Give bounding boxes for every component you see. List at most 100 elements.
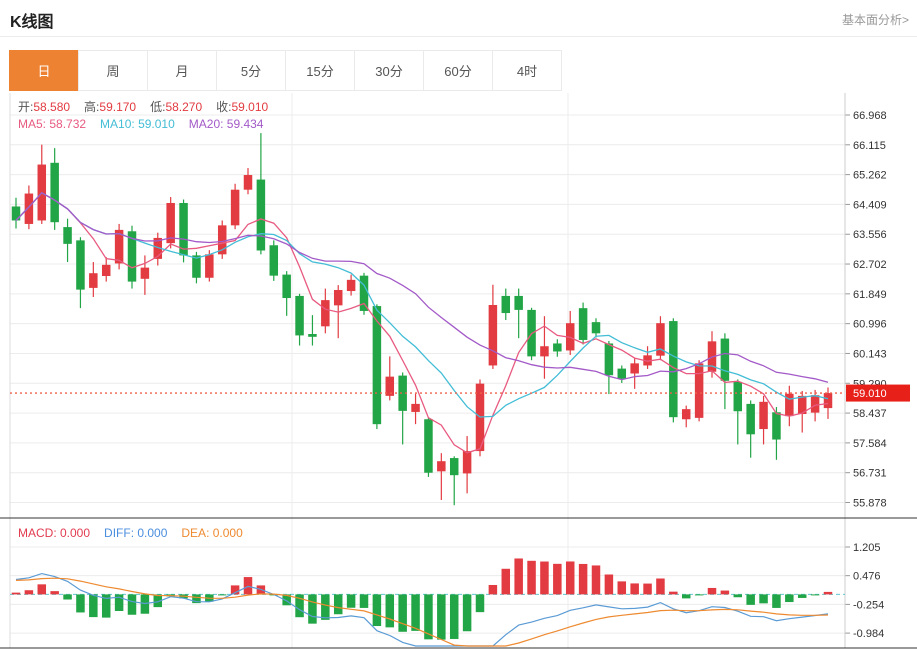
chart-area: 66.968 66.115 65.262 64.409 63.556 62.702 61.8… — [0, 93, 917, 649]
macd-bar — [746, 594, 755, 605]
candle-down — [733, 381, 743, 412]
page-title: K线图 — [10, 14, 54, 31]
ma20-line — [15, 191, 829, 383]
macd-bar — [501, 568, 511, 595]
macd-axis-label: 1.205 — [853, 542, 881, 554]
candle-down — [591, 322, 601, 334]
macd-bar — [127, 594, 137, 615]
candle-down — [256, 179, 266, 251]
macd-bar — [772, 594, 781, 608]
macd-bar — [424, 594, 433, 640]
macd-bar — [733, 594, 743, 598]
legend-item: DEA: 0.000 — [181, 526, 243, 540]
candle-up — [217, 225, 227, 255]
macd-bar — [553, 563, 562, 595]
candle-up — [810, 395, 820, 413]
candle-up — [630, 363, 639, 374]
candle-up — [488, 305, 498, 366]
candle-up — [321, 300, 330, 327]
macd-bar — [89, 594, 98, 618]
macd-bar — [217, 594, 227, 596]
macd-bar — [707, 587, 717, 595]
macd-bar — [540, 561, 549, 595]
candle-up — [230, 189, 240, 226]
tab-周[interactable]: 周 — [78, 50, 148, 91]
candle-up — [797, 395, 807, 415]
candle-up — [153, 237, 163, 259]
ma-legend: MA5: 58.732 MA10: 59.010 MA20: 59.434 — [18, 117, 277, 131]
macd-bar — [720, 590, 730, 595]
macd-bar — [282, 594, 291, 606]
macd-bar — [37, 584, 47, 595]
price-axis-label: 57.584 — [853, 438, 887, 450]
legend-item: 高:59.170 — [84, 100, 137, 114]
current-price-badge — [846, 384, 910, 402]
candle-up — [89, 273, 98, 288]
price-axis-label: 65.262 — [853, 170, 887, 182]
macd-bar — [810, 594, 820, 596]
macd-bar — [308, 594, 317, 624]
macd-bar — [359, 594, 369, 608]
tab-日[interactable]: 日 — [9, 50, 79, 91]
candle-up — [437, 461, 446, 472]
macd-bar — [565, 561, 575, 595]
macd-bar — [243, 577, 253, 595]
candle-down — [179, 202, 188, 256]
tab-4时[interactable]: 4时 — [492, 50, 562, 91]
candle-up — [540, 346, 549, 357]
candle-down — [76, 240, 85, 290]
candle-up — [656, 323, 665, 356]
candle-down — [604, 343, 614, 376]
macd-legend: MACD: 0.000 DIFF: 0.000 DEA: 0.000 — [18, 526, 257, 540]
price-axis-label: 56.731 — [853, 468, 887, 480]
candle-down — [720, 338, 730, 381]
tab-15分[interactable]: 15分 — [285, 50, 355, 91]
macd-bar — [785, 594, 794, 603]
macd-bar — [230, 585, 240, 595]
price-axis-label: 63.556 — [853, 229, 887, 241]
macd-bar — [694, 594, 704, 596]
macd-axis-label: -0.254 — [853, 599, 884, 611]
candle-down — [772, 412, 781, 440]
macd-bar — [411, 594, 420, 631]
candle-up — [333, 289, 343, 306]
candle-up — [694, 363, 704, 418]
macd-bar — [101, 594, 111, 618]
ma10-line — [15, 191, 829, 418]
macd-bar — [475, 594, 485, 613]
macd-bar — [295, 594, 304, 618]
tab-月[interactable]: 月 — [147, 50, 217, 91]
legend-item: MA5: 58.732 — [18, 117, 87, 131]
legend-item: 低:58.270 — [150, 100, 203, 114]
macd-bar — [333, 594, 343, 615]
macd-bar — [385, 594, 395, 628]
fundamental-analysis-link[interactable]: 基本面分析> — [841, 13, 909, 27]
candle-down — [269, 245, 279, 276]
candle-down — [50, 162, 59, 223]
candle-down — [578, 308, 588, 340]
candle-down — [514, 295, 523, 310]
kline-chart[interactable]: 66.968 66.115 65.262 64.409 63.556 62.702 61.8… — [0, 93, 917, 649]
price-axis-label: 55.878 — [853, 498, 887, 510]
macd-bar — [462, 594, 472, 632]
macd-bar — [76, 594, 85, 613]
tab-5分[interactable]: 5分 — [216, 50, 286, 91]
macd-bar — [527, 560, 536, 595]
candle-down — [282, 274, 291, 299]
candle-up — [166, 202, 175, 244]
macd-bar — [759, 594, 768, 604]
macd-bar — [372, 594, 382, 627]
macd-bar — [192, 594, 201, 604]
tab-60分[interactable]: 60分 — [423, 50, 493, 91]
tab-30分[interactable]: 30分 — [354, 50, 424, 91]
macd-axis-label: -0.984 — [853, 628, 884, 640]
candle-down — [295, 295, 304, 336]
price-axis-label: 66.968 — [853, 110, 887, 122]
legend-item: 收:59.010 — [216, 100, 269, 114]
macd-bar — [50, 591, 59, 595]
ohlc-legend: 开:58.580 高:59.170 低:58.270 收:59.010 — [18, 98, 282, 115]
candle-down — [127, 231, 137, 282]
candle-down — [617, 368, 627, 379]
candle-up — [101, 264, 111, 277]
candle-down — [308, 334, 317, 337]
